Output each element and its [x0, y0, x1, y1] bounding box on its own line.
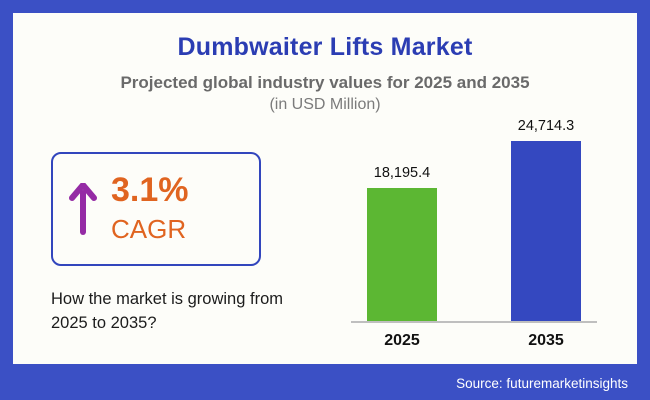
- axis-label-2025: 2025: [384, 332, 420, 349]
- chart-subtitle: Projected global industry values for 202…: [120, 73, 530, 92]
- cagr-text: 3.1% CAGR: [111, 170, 189, 246]
- axis-label-2035: 2035: [528, 332, 564, 349]
- bar-value-label-2025: 18,195.4: [373, 165, 431, 181]
- cagr-label: CAGR: [111, 214, 187, 245]
- up-arrow-icon: [69, 182, 97, 235]
- page-title: Dumbwaiter Lifts Market: [177, 33, 473, 61]
- source-text: Source: futuremarketinsights: [456, 376, 628, 391]
- axis-labels-row: 2025 2035: [351, 332, 597, 350]
- bars-row: 18,195.4 24,714.3: [351, 118, 597, 323]
- infographic-card: Dumbwaiter Lifts Market Projected global…: [13, 13, 637, 364]
- cagr-box: 3.1% CAGR: [51, 152, 261, 266]
- bar-column-2035: 24,714.3: [511, 118, 581, 321]
- bar-column-2025: 18,195.4: [367, 165, 437, 321]
- bar-chart: 18,195.4 24,714.3 2025 2035: [351, 118, 597, 350]
- chart-unit-label: (in USD Million): [269, 96, 381, 113]
- bar-2025: [367, 188, 437, 321]
- cagr-description: How the market is growing from 2025 to 2…: [51, 290, 283, 332]
- bar-value-label-2035: 24,714.3: [517, 118, 575, 134]
- cagr-value: 3.1%: [111, 170, 189, 209]
- bar-2035: [511, 141, 581, 321]
- content-row: 3.1% CAGR How the market is growing from…: [13, 114, 637, 350]
- cagr-section: 3.1% CAGR How the market is growing from…: [51, 152, 291, 350]
